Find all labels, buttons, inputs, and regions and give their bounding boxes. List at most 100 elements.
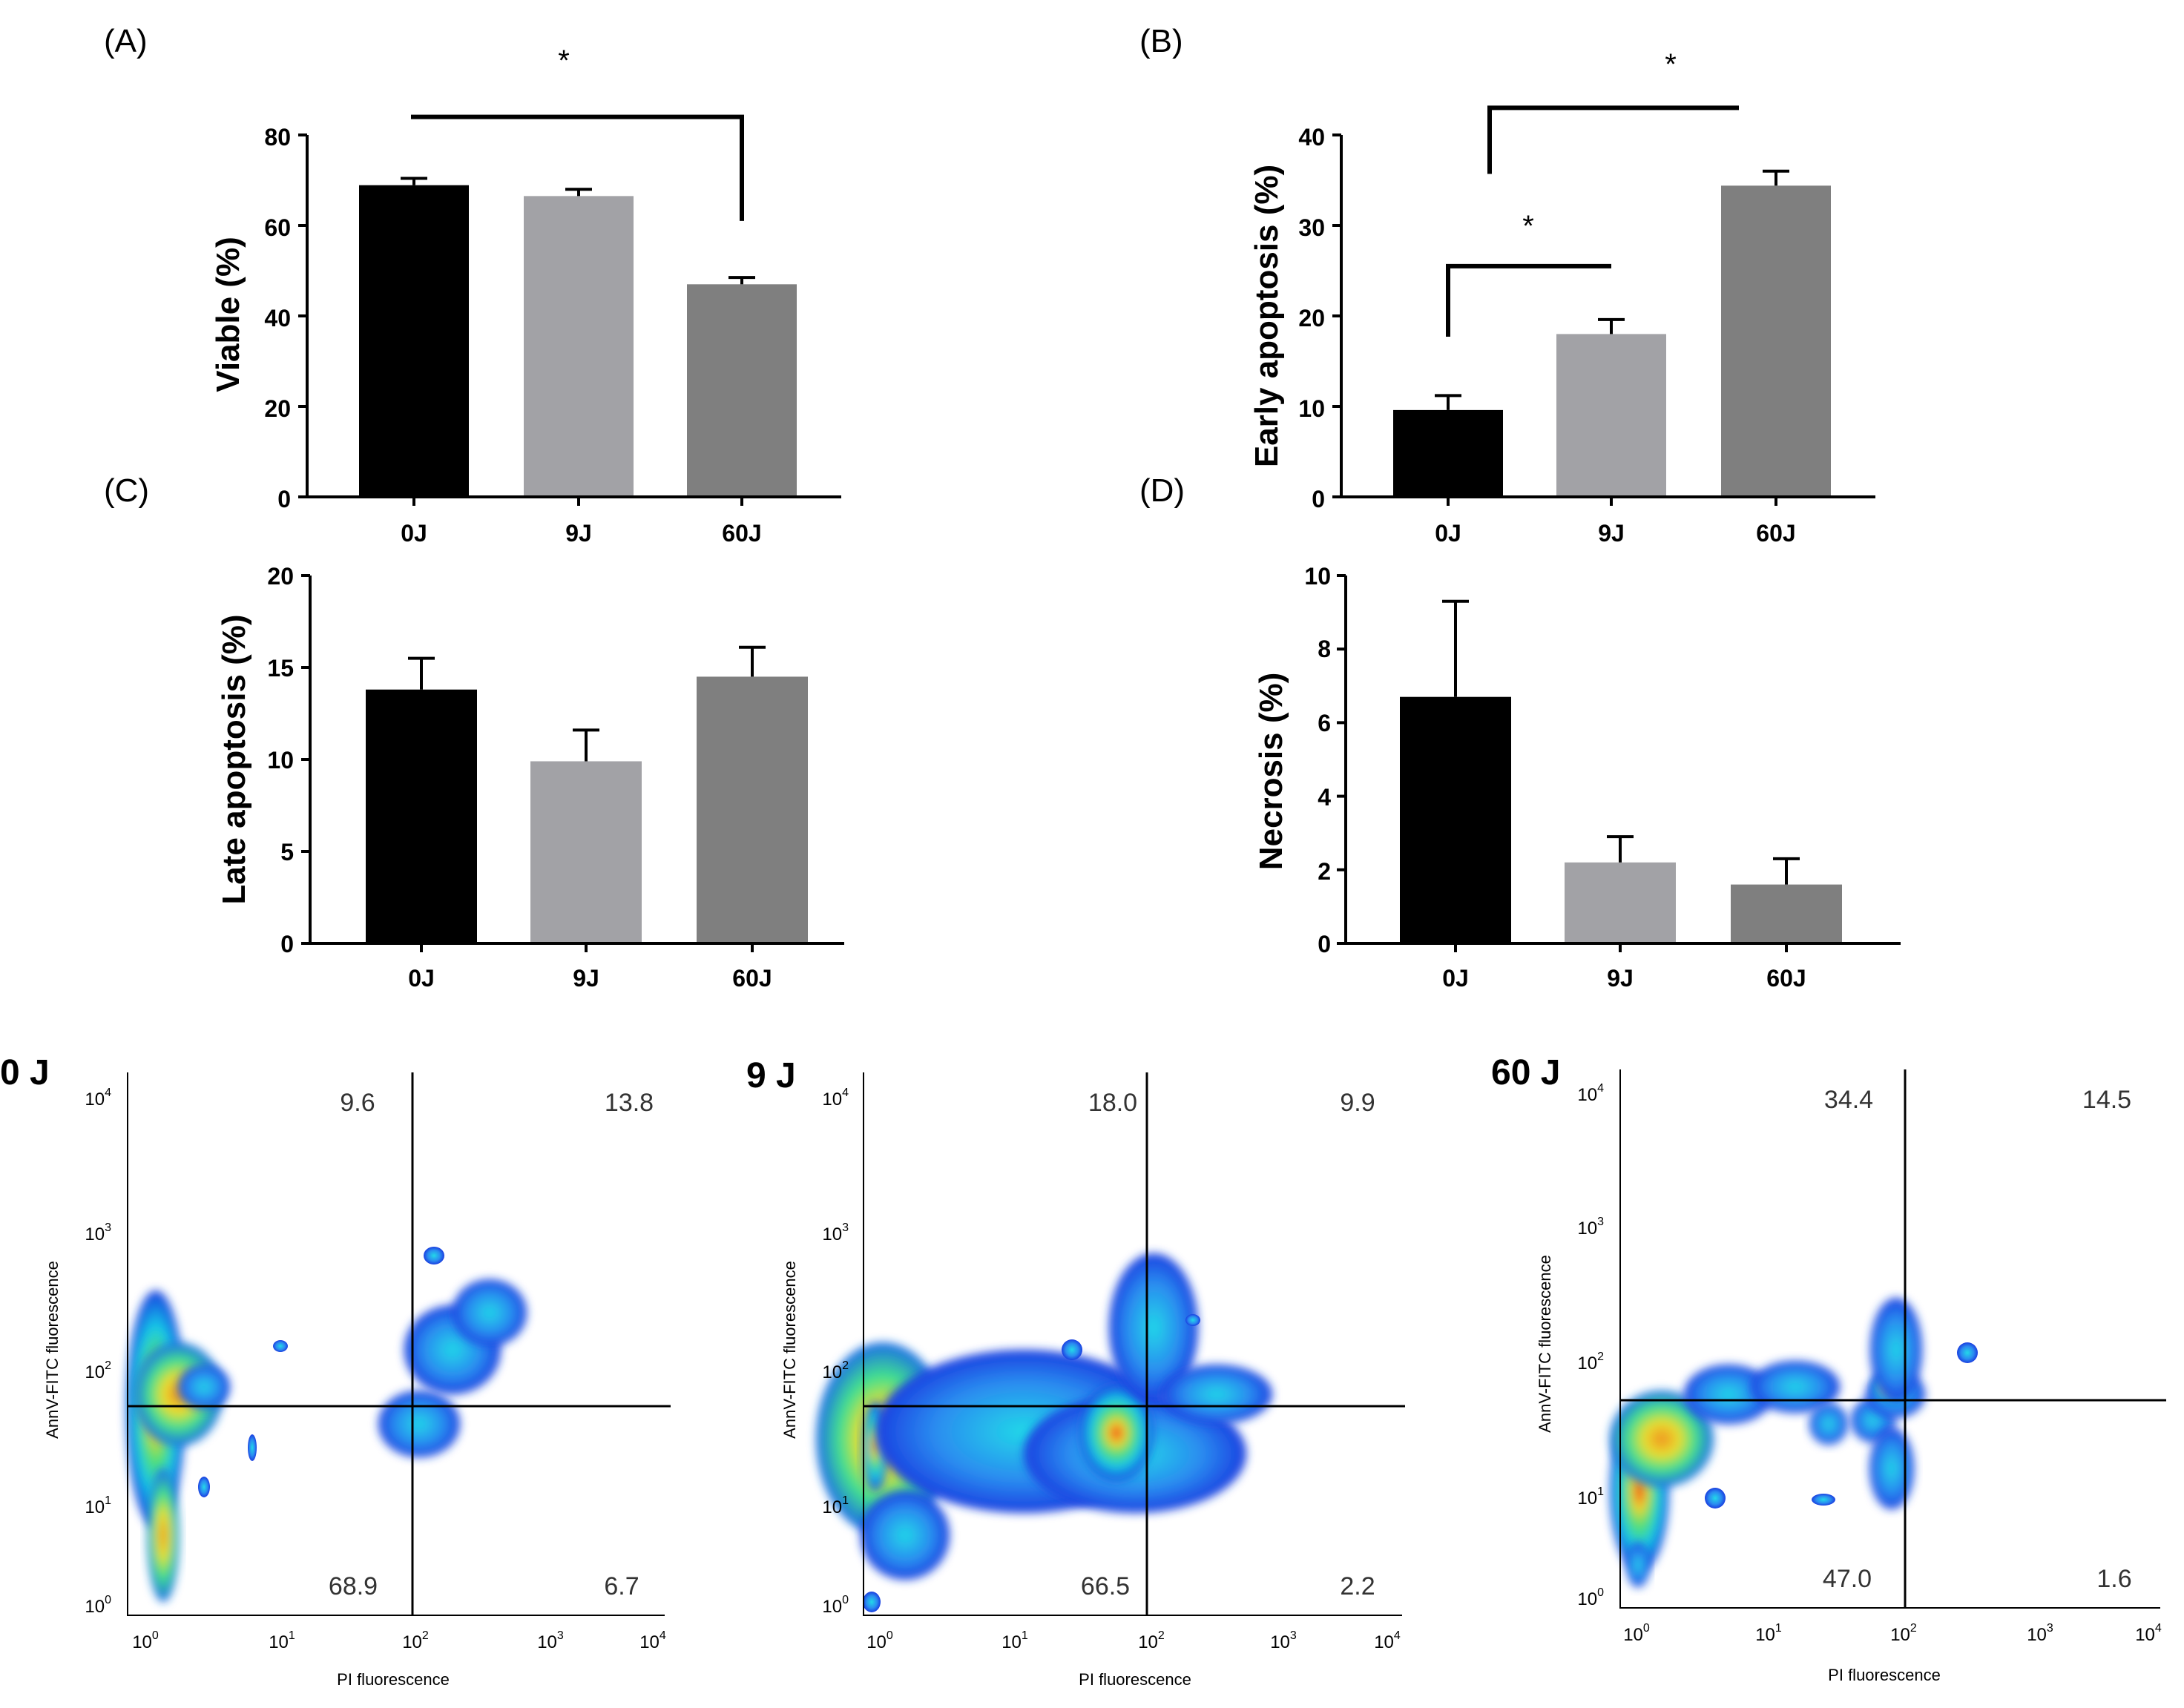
x-tick-label: 100 — [132, 1629, 159, 1652]
flow-plot-label: 0 J — [0, 1053, 50, 1092]
panel-d-xtick-label: 0J — [1442, 965, 1469, 992]
panel-b-ytick-label: 30 — [1298, 214, 1325, 241]
panel-b-ylabel: Early apoptosis (%) — [1249, 165, 1285, 467]
x-tick-label: 102 — [1890, 1622, 1917, 1645]
panel-d-ytick-label: 8 — [1318, 636, 1331, 662]
density-cloud — [1812, 1494, 1835, 1506]
quadrant-ur-value: 9.9 — [1340, 1089, 1375, 1117]
flow-y-tick-labels: 104 103 102 101 100 — [1577, 1082, 1604, 1609]
density-cloud — [1062, 1339, 1082, 1360]
density-cloud — [378, 1391, 460, 1457]
panel-a-xticks: 0J 9J 60J — [401, 520, 761, 547]
x-tick-label: 104 — [2135, 1622, 2162, 1645]
y-tick-label: 104 — [85, 1087, 111, 1109]
x-tick-label: 101 — [269, 1629, 295, 1652]
flow-axis-frame — [128, 1072, 665, 1615]
density-cloud — [1161, 1365, 1272, 1424]
panel-a-letter: (A) — [104, 23, 148, 59]
quadrant-ul-value: 9.6 — [340, 1089, 375, 1117]
quadrant-ul-value: 34.4 — [1824, 1086, 1873, 1114]
panel-b-yticks: 0 10 20 30 40 — [1298, 124, 1325, 512]
flow-plot-0j: 0 J 9.6 13.8 68.9 6.7 PI fluorescence An… — [0, 1053, 671, 1689]
flow-plot-label: 60 J — [1491, 1053, 1560, 1092]
x-tick-label: 103 — [1270, 1629, 1297, 1652]
panel-c-ytick-label: 10 — [267, 747, 294, 774]
panel-a-xtick-label: 60J — [722, 520, 761, 547]
panel-d-ytick-label: 0 — [1318, 931, 1331, 957]
panel-c-plot — [301, 576, 844, 952]
panel-d-xtick-label: 9J — [1607, 965, 1634, 992]
significance-bracket — [1490, 108, 1739, 174]
y-tick-label: 101 — [1577, 1486, 1604, 1508]
panel-b-sig-label: * — [1665, 48, 1677, 81]
panel-c-ylabel: Late apoptosis (%) — [216, 614, 252, 904]
bar — [1565, 863, 1676, 943]
significance-bracket — [1448, 266, 1611, 337]
panel-c-ytick-label: 15 — [267, 655, 294, 682]
panel-d-ytick-label: 6 — [1318, 710, 1331, 736]
flow-xlabel: PI fluorescence — [337, 1670, 450, 1689]
quadrant-ul-value: 18.0 — [1088, 1089, 1137, 1117]
quadrant-ur-value: 14.5 — [2082, 1086, 2131, 1114]
quadrant-lr-value: 2.2 — [1340, 1572, 1375, 1600]
density-cloud — [273, 1340, 288, 1352]
flow-plot-60j: 60 J 34.4 14.5 47.0 1.6 PI fluorescence … — [1491, 1053, 2166, 1684]
density-cloud — [863, 1592, 881, 1612]
panel-d-ytick-label: 10 — [1304, 563, 1331, 590]
flow-plot-label: 9 J — [746, 1056, 796, 1095]
x-tick-label: 100 — [866, 1629, 893, 1652]
panel-d-yticks: 0 2 4 6 8 10 — [1304, 563, 1331, 957]
panel-c-ytick-label: 0 — [280, 931, 294, 957]
panel-a-ytick-label: 20 — [264, 395, 291, 422]
x-tick-label: 104 — [639, 1629, 666, 1652]
flow-x-tick-labels: 100 101 102 103 104 — [866, 1629, 1401, 1652]
panel-a-ytick-label: 0 — [277, 486, 291, 512]
flow-y-tick-labels: 104 103 102 101 100 — [822, 1087, 849, 1617]
panel-a-plot — [298, 117, 841, 506]
panel-b-letter: (B) — [1139, 23, 1183, 59]
panel-c-ytick-label: 5 — [280, 839, 294, 865]
y-tick-label: 104 — [1577, 1082, 1604, 1105]
bar — [366, 690, 477, 943]
y-tick-label: 103 — [1577, 1216, 1604, 1239]
quadrant-ll-value: 68.9 — [329, 1572, 378, 1600]
bar — [530, 761, 642, 943]
y-tick-label: 103 — [822, 1221, 849, 1244]
density-cloud — [1870, 1298, 1922, 1402]
panel-a-ytick-label: 60 — [264, 214, 291, 241]
y-tick-label: 101 — [85, 1494, 111, 1517]
flow-y-tick-labels: 104 103 102 101 100 — [85, 1087, 111, 1617]
bar — [524, 196, 634, 497]
quadrant-lr-value: 6.7 — [604, 1572, 639, 1600]
panel-a-ytick-label: 40 — [264, 305, 291, 332]
flow-xlabel: PI fluorescence — [1828, 1666, 1941, 1684]
density-clouds — [816, 1253, 1272, 1612]
panel-a: (A) Viable (%) 0 20 40 60 80 0J 9J 60J * — [104, 23, 841, 547]
flow-ylabel: AnnV-FITC fluorescence — [43, 1261, 62, 1439]
bar — [359, 185, 469, 497]
density-cloud — [178, 1365, 230, 1409]
panel-a-ytick-label: 80 — [264, 124, 291, 151]
x-tick-label: 102 — [1138, 1629, 1165, 1652]
quadrant-ll-value: 47.0 — [1823, 1565, 1872, 1593]
panel-b-ytick-label: 40 — [1298, 124, 1325, 151]
panel-a-xtick-label: 9J — [565, 520, 592, 547]
panel-d-ytick-label: 2 — [1318, 858, 1331, 885]
panel-b-plot — [1332, 108, 1875, 506]
panel-a-yticks: 0 20 40 60 80 — [264, 124, 291, 512]
panel-d-ylabel: Necrosis (%) — [1253, 673, 1289, 871]
panel-b-xticks: 0J 9J 60J — [1435, 520, 1795, 547]
panel-b-ytick-label: 0 — [1312, 486, 1325, 512]
panel-d-letter: (D) — [1139, 472, 1185, 509]
flow-x-tick-labels: 100 101 102 103 104 — [1623, 1622, 2162, 1645]
density-cloud — [147, 1468, 180, 1602]
flow-plot-9j: 9 J 18.0 9.9 66.5 2.2 PI fluorescence An… — [746, 1056, 1405, 1689]
panel-d-xticks: 0J 9J 60J — [1442, 965, 1806, 992]
density-cloud — [248, 1434, 257, 1461]
panel-d-xtick-label: 60J — [1766, 965, 1806, 992]
bar — [1556, 334, 1666, 497]
density-cloud — [1185, 1314, 1200, 1326]
panel-d-ytick-label: 4 — [1318, 784, 1331, 811]
flow-ylabel: AnnV-FITC fluorescence — [1536, 1255, 1554, 1433]
bar — [1393, 410, 1503, 497]
